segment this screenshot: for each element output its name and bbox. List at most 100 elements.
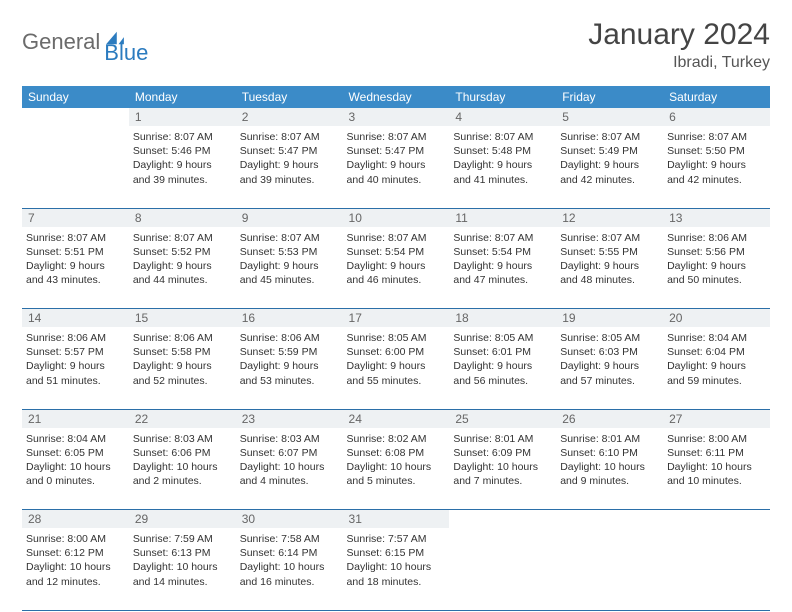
day-content: Sunrise: 8:07 AMSunset: 5:47 PMDaylight:… (240, 128, 339, 187)
day-cell: Sunrise: 8:03 AMSunset: 6:06 PMDaylight:… (129, 428, 236, 510)
day-cell (22, 126, 129, 208)
daylight-line: Daylight: 9 hours and 42 minutes. (560, 158, 659, 186)
day-content: Sunrise: 8:07 AMSunset: 5:47 PMDaylight:… (347, 128, 446, 187)
daylight-line: Daylight: 10 hours and 18 minutes. (347, 560, 446, 588)
day-cell: Sunrise: 8:05 AMSunset: 6:01 PMDaylight:… (449, 327, 556, 409)
daylight-line: Daylight: 10 hours and 5 minutes. (347, 460, 446, 488)
day-content-row: Sunrise: 8:04 AMSunset: 6:05 PMDaylight:… (22, 428, 770, 510)
daylight-line: Daylight: 9 hours and 44 minutes. (133, 259, 232, 287)
daylight-line: Daylight: 9 hours and 57 minutes. (560, 359, 659, 387)
day-cell: Sunrise: 7:58 AMSunset: 6:14 PMDaylight:… (236, 528, 343, 610)
sunset-line: Sunset: 6:11 PM (667, 446, 766, 460)
day-number-cell: 18 (449, 309, 556, 328)
day-content: Sunrise: 8:07 AMSunset: 5:52 PMDaylight:… (133, 229, 232, 288)
sunset-line: Sunset: 5:58 PM (133, 345, 232, 359)
day-cell (449, 528, 556, 610)
logo: General Blue (22, 18, 148, 66)
sunset-line: Sunset: 5:57 PM (26, 345, 125, 359)
day-number-row: 123456 (22, 108, 770, 126)
day-cell: Sunrise: 8:01 AMSunset: 6:10 PMDaylight:… (556, 428, 663, 510)
title-area: January 2024 Ibradi, Turkey (588, 18, 770, 72)
sunrise-line: Sunrise: 8:07 AM (453, 231, 552, 245)
day-number-cell: 26 (556, 409, 663, 428)
day-number-row: 14151617181920 (22, 309, 770, 328)
daylight-line: Daylight: 10 hours and 0 minutes. (26, 460, 125, 488)
daylight-line: Daylight: 9 hours and 59 minutes. (667, 359, 766, 387)
header: General Blue January 2024 Ibradi, Turkey (22, 18, 770, 72)
day-cell: Sunrise: 8:06 AMSunset: 5:56 PMDaylight:… (663, 227, 770, 309)
day-content: Sunrise: 8:06 AMSunset: 5:58 PMDaylight:… (133, 329, 232, 388)
logo-word2: Blue (104, 40, 148, 66)
daylight-line: Daylight: 9 hours and 39 minutes. (240, 158, 339, 186)
sunrise-line: Sunrise: 8:00 AM (26, 532, 125, 546)
day-cell: Sunrise: 8:04 AMSunset: 6:04 PMDaylight:… (663, 327, 770, 409)
day-content: Sunrise: 8:07 AMSunset: 5:54 PMDaylight:… (347, 229, 446, 288)
sunset-line: Sunset: 5:56 PM (667, 245, 766, 259)
day-content: Sunrise: 8:01 AMSunset: 6:10 PMDaylight:… (560, 430, 659, 489)
sunrise-line: Sunrise: 7:58 AM (240, 532, 339, 546)
day-number-cell: 24 (343, 409, 450, 428)
daylight-line: Daylight: 10 hours and 14 minutes. (133, 560, 232, 588)
sunset-line: Sunset: 6:01 PM (453, 345, 552, 359)
daylight-line: Daylight: 10 hours and 7 minutes. (453, 460, 552, 488)
day-content: Sunrise: 8:03 AMSunset: 6:07 PMDaylight:… (240, 430, 339, 489)
day-cell: Sunrise: 8:07 AMSunset: 5:54 PMDaylight:… (449, 227, 556, 309)
sunrise-line: Sunrise: 8:07 AM (347, 130, 446, 144)
day-cell: Sunrise: 8:06 AMSunset: 5:59 PMDaylight:… (236, 327, 343, 409)
daylight-line: Daylight: 9 hours and 47 minutes. (453, 259, 552, 287)
weekday-header: Monday (129, 86, 236, 108)
day-cell: Sunrise: 8:07 AMSunset: 5:55 PMDaylight:… (556, 227, 663, 309)
day-cell: Sunrise: 7:57 AMSunset: 6:15 PMDaylight:… (343, 528, 450, 610)
daylight-line: Daylight: 9 hours and 48 minutes. (560, 259, 659, 287)
day-content: Sunrise: 8:02 AMSunset: 6:08 PMDaylight:… (347, 430, 446, 489)
day-cell: Sunrise: 8:06 AMSunset: 5:58 PMDaylight:… (129, 327, 236, 409)
day-number-cell: 19 (556, 309, 663, 328)
day-cell: Sunrise: 7:59 AMSunset: 6:13 PMDaylight:… (129, 528, 236, 610)
day-content: Sunrise: 8:07 AMSunset: 5:46 PMDaylight:… (133, 128, 232, 187)
day-cell: Sunrise: 8:07 AMSunset: 5:50 PMDaylight:… (663, 126, 770, 208)
day-content: Sunrise: 8:07 AMSunset: 5:50 PMDaylight:… (667, 128, 766, 187)
day-number-cell: 23 (236, 409, 343, 428)
day-cell: Sunrise: 8:07 AMSunset: 5:52 PMDaylight:… (129, 227, 236, 309)
logo-word1: General (22, 29, 100, 55)
sunrise-line: Sunrise: 7:59 AM (133, 532, 232, 546)
day-number-cell: 25 (449, 409, 556, 428)
sunrise-line: Sunrise: 8:07 AM (240, 130, 339, 144)
day-content: Sunrise: 8:06 AMSunset: 5:56 PMDaylight:… (667, 229, 766, 288)
day-cell: Sunrise: 8:02 AMSunset: 6:08 PMDaylight:… (343, 428, 450, 510)
daylight-line: Daylight: 9 hours and 52 minutes. (133, 359, 232, 387)
sunset-line: Sunset: 6:15 PM (347, 546, 446, 560)
day-content: Sunrise: 8:04 AMSunset: 6:05 PMDaylight:… (26, 430, 125, 489)
daylight-line: Daylight: 10 hours and 10 minutes. (667, 460, 766, 488)
daylight-line: Daylight: 9 hours and 40 minutes. (347, 158, 446, 186)
day-content: Sunrise: 8:00 AMSunset: 6:11 PMDaylight:… (667, 430, 766, 489)
day-number-cell: 8 (129, 208, 236, 227)
day-cell: Sunrise: 8:00 AMSunset: 6:11 PMDaylight:… (663, 428, 770, 510)
sunrise-line: Sunrise: 8:07 AM (453, 130, 552, 144)
sunrise-line: Sunrise: 8:05 AM (347, 331, 446, 345)
day-content: Sunrise: 8:07 AMSunset: 5:53 PMDaylight:… (240, 229, 339, 288)
location: Ibradi, Turkey (588, 54, 770, 72)
sunset-line: Sunset: 5:54 PM (453, 245, 552, 259)
sunrise-line: Sunrise: 8:07 AM (26, 231, 125, 245)
day-content: Sunrise: 7:58 AMSunset: 6:14 PMDaylight:… (240, 530, 339, 589)
day-cell: Sunrise: 8:03 AMSunset: 6:07 PMDaylight:… (236, 428, 343, 510)
sunrise-line: Sunrise: 8:07 AM (667, 130, 766, 144)
sunset-line: Sunset: 6:06 PM (133, 446, 232, 460)
daylight-line: Daylight: 9 hours and 41 minutes. (453, 158, 552, 186)
day-number-cell: 21 (22, 409, 129, 428)
day-number-cell: 16 (236, 309, 343, 328)
sunset-line: Sunset: 6:07 PM (240, 446, 339, 460)
sunset-line: Sunset: 6:12 PM (26, 546, 125, 560)
sunrise-line: Sunrise: 8:03 AM (133, 432, 232, 446)
sunset-line: Sunset: 6:09 PM (453, 446, 552, 460)
day-cell: Sunrise: 8:06 AMSunset: 5:57 PMDaylight:… (22, 327, 129, 409)
day-cell: Sunrise: 8:01 AMSunset: 6:09 PMDaylight:… (449, 428, 556, 510)
day-number-cell: 4 (449, 108, 556, 126)
day-content: Sunrise: 8:05 AMSunset: 6:01 PMDaylight:… (453, 329, 552, 388)
sunrise-line: Sunrise: 8:07 AM (240, 231, 339, 245)
day-number-cell: 5 (556, 108, 663, 126)
daylight-line: Daylight: 9 hours and 51 minutes. (26, 359, 125, 387)
day-cell: Sunrise: 8:07 AMSunset: 5:46 PMDaylight:… (129, 126, 236, 208)
day-content: Sunrise: 8:07 AMSunset: 5:55 PMDaylight:… (560, 229, 659, 288)
